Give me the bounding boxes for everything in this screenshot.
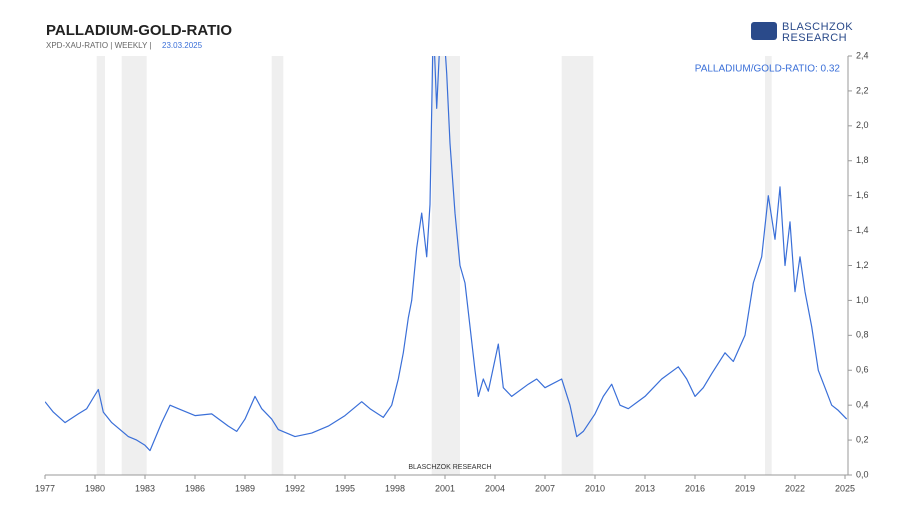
x-tick-label: 1998 bbox=[385, 483, 405, 493]
recession-band bbox=[96, 56, 105, 475]
y-tick-label: 1,4 bbox=[856, 225, 869, 235]
x-tick-label: 1986 bbox=[185, 483, 205, 493]
subtitle: XPD-XAU-RATIO | WEEKLY | bbox=[46, 41, 152, 50]
x-tick-label: 2004 bbox=[485, 483, 505, 493]
recession-band bbox=[121, 56, 147, 475]
x-tick-label: 1989 bbox=[235, 483, 255, 493]
recession-bands bbox=[96, 56, 772, 475]
y-tick-label: 0,2 bbox=[856, 434, 869, 444]
x-tick-label: 2001 bbox=[435, 483, 455, 493]
x-tick-label: 2013 bbox=[635, 483, 655, 493]
y-tick-label: 0,4 bbox=[856, 400, 869, 410]
logo: BLASCHZOK RESEARCH bbox=[751, 21, 853, 44]
x-tick-label: 2022 bbox=[785, 483, 805, 493]
annotation: PALLADIUM/GOLD-RATIO: 0.32 bbox=[695, 64, 841, 75]
y-tick-label: 1,2 bbox=[856, 260, 869, 270]
date: 23.03.2025 bbox=[162, 41, 203, 50]
x-tick-label: 1983 bbox=[135, 483, 155, 493]
x-tick-label: 1980 bbox=[85, 483, 105, 493]
y-tick-label: 0,6 bbox=[856, 365, 869, 375]
logo-text: RESEARCH bbox=[782, 32, 847, 44]
chart-title: PALLADIUM-GOLD-RATIO bbox=[46, 22, 232, 39]
data-line bbox=[45, 56, 848, 452]
y-tick-label: 2,2 bbox=[856, 85, 869, 95]
x-tick-label: 1992 bbox=[285, 483, 305, 493]
x-tick-label: 2016 bbox=[685, 483, 705, 493]
watermark: BLASCHZOK RESEARCH bbox=[408, 464, 491, 471]
x-tick-label: 1977 bbox=[35, 483, 55, 493]
y-tick-label: 2,4 bbox=[856, 50, 869, 60]
recession-band bbox=[271, 56, 284, 475]
y-tick-label: 2,0 bbox=[856, 120, 869, 130]
x-tick-label: 2019 bbox=[735, 483, 755, 493]
logo-icon bbox=[751, 22, 777, 40]
logo-text: BLASCHZOK bbox=[782, 21, 853, 33]
y-tick-label: 0,0 bbox=[856, 469, 869, 479]
y-tick-label: 1,0 bbox=[856, 295, 869, 305]
recession-band bbox=[431, 56, 460, 475]
recession-band bbox=[561, 56, 594, 475]
x-tick-label: 2010 bbox=[585, 483, 605, 493]
x-tick-label: 1995 bbox=[335, 483, 355, 493]
recession-band bbox=[765, 56, 772, 475]
y-tick-label: 1,8 bbox=[856, 155, 869, 165]
y-tick-label: 0,8 bbox=[856, 330, 869, 340]
y-tick-label: 1,6 bbox=[856, 190, 869, 200]
x-tick-label: 2025 bbox=[835, 483, 855, 493]
x-tick-label: 2007 bbox=[535, 483, 555, 493]
